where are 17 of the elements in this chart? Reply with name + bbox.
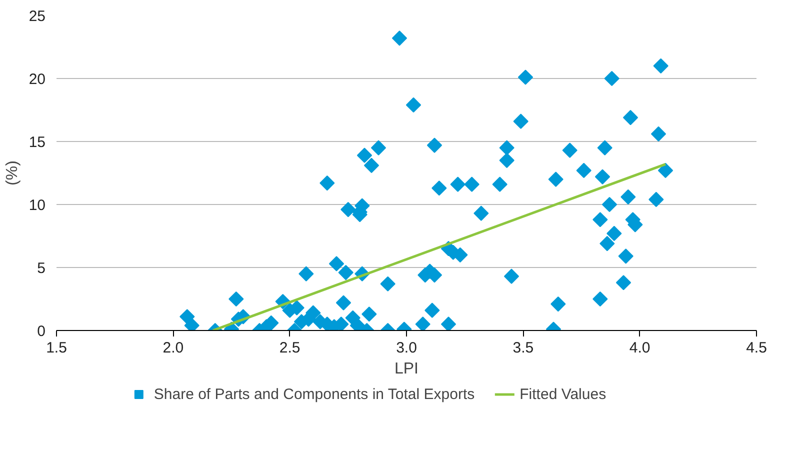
- x-tick-label: 3.5: [512, 340, 534, 356]
- x-tick-label: 3.0: [396, 340, 417, 356]
- legend-label: Share of Parts and Components in Total Exports: [154, 386, 475, 402]
- x-axis-title: LPI: [394, 360, 419, 378]
- y-tick-label: 25: [28, 8, 46, 25]
- legend-label: Fitted Values: [520, 386, 606, 402]
- x-tick-label: 4.0: [629, 340, 650, 356]
- y-tick-label: 10: [28, 197, 46, 214]
- y-tick-label: 20: [28, 71, 46, 88]
- y-tick-label: 15: [28, 134, 46, 151]
- x-tick-label: 1.5: [46, 340, 67, 356]
- x-tick-label: 2.5: [279, 340, 300, 356]
- y-tick-label: 0: [37, 323, 46, 340]
- y-axis-title: (%): [4, 160, 21, 186]
- y-tick-label: 5: [37, 260, 46, 277]
- x-tick-label: 2.0: [162, 340, 184, 356]
- x-tick-label: 4.5: [746, 340, 767, 356]
